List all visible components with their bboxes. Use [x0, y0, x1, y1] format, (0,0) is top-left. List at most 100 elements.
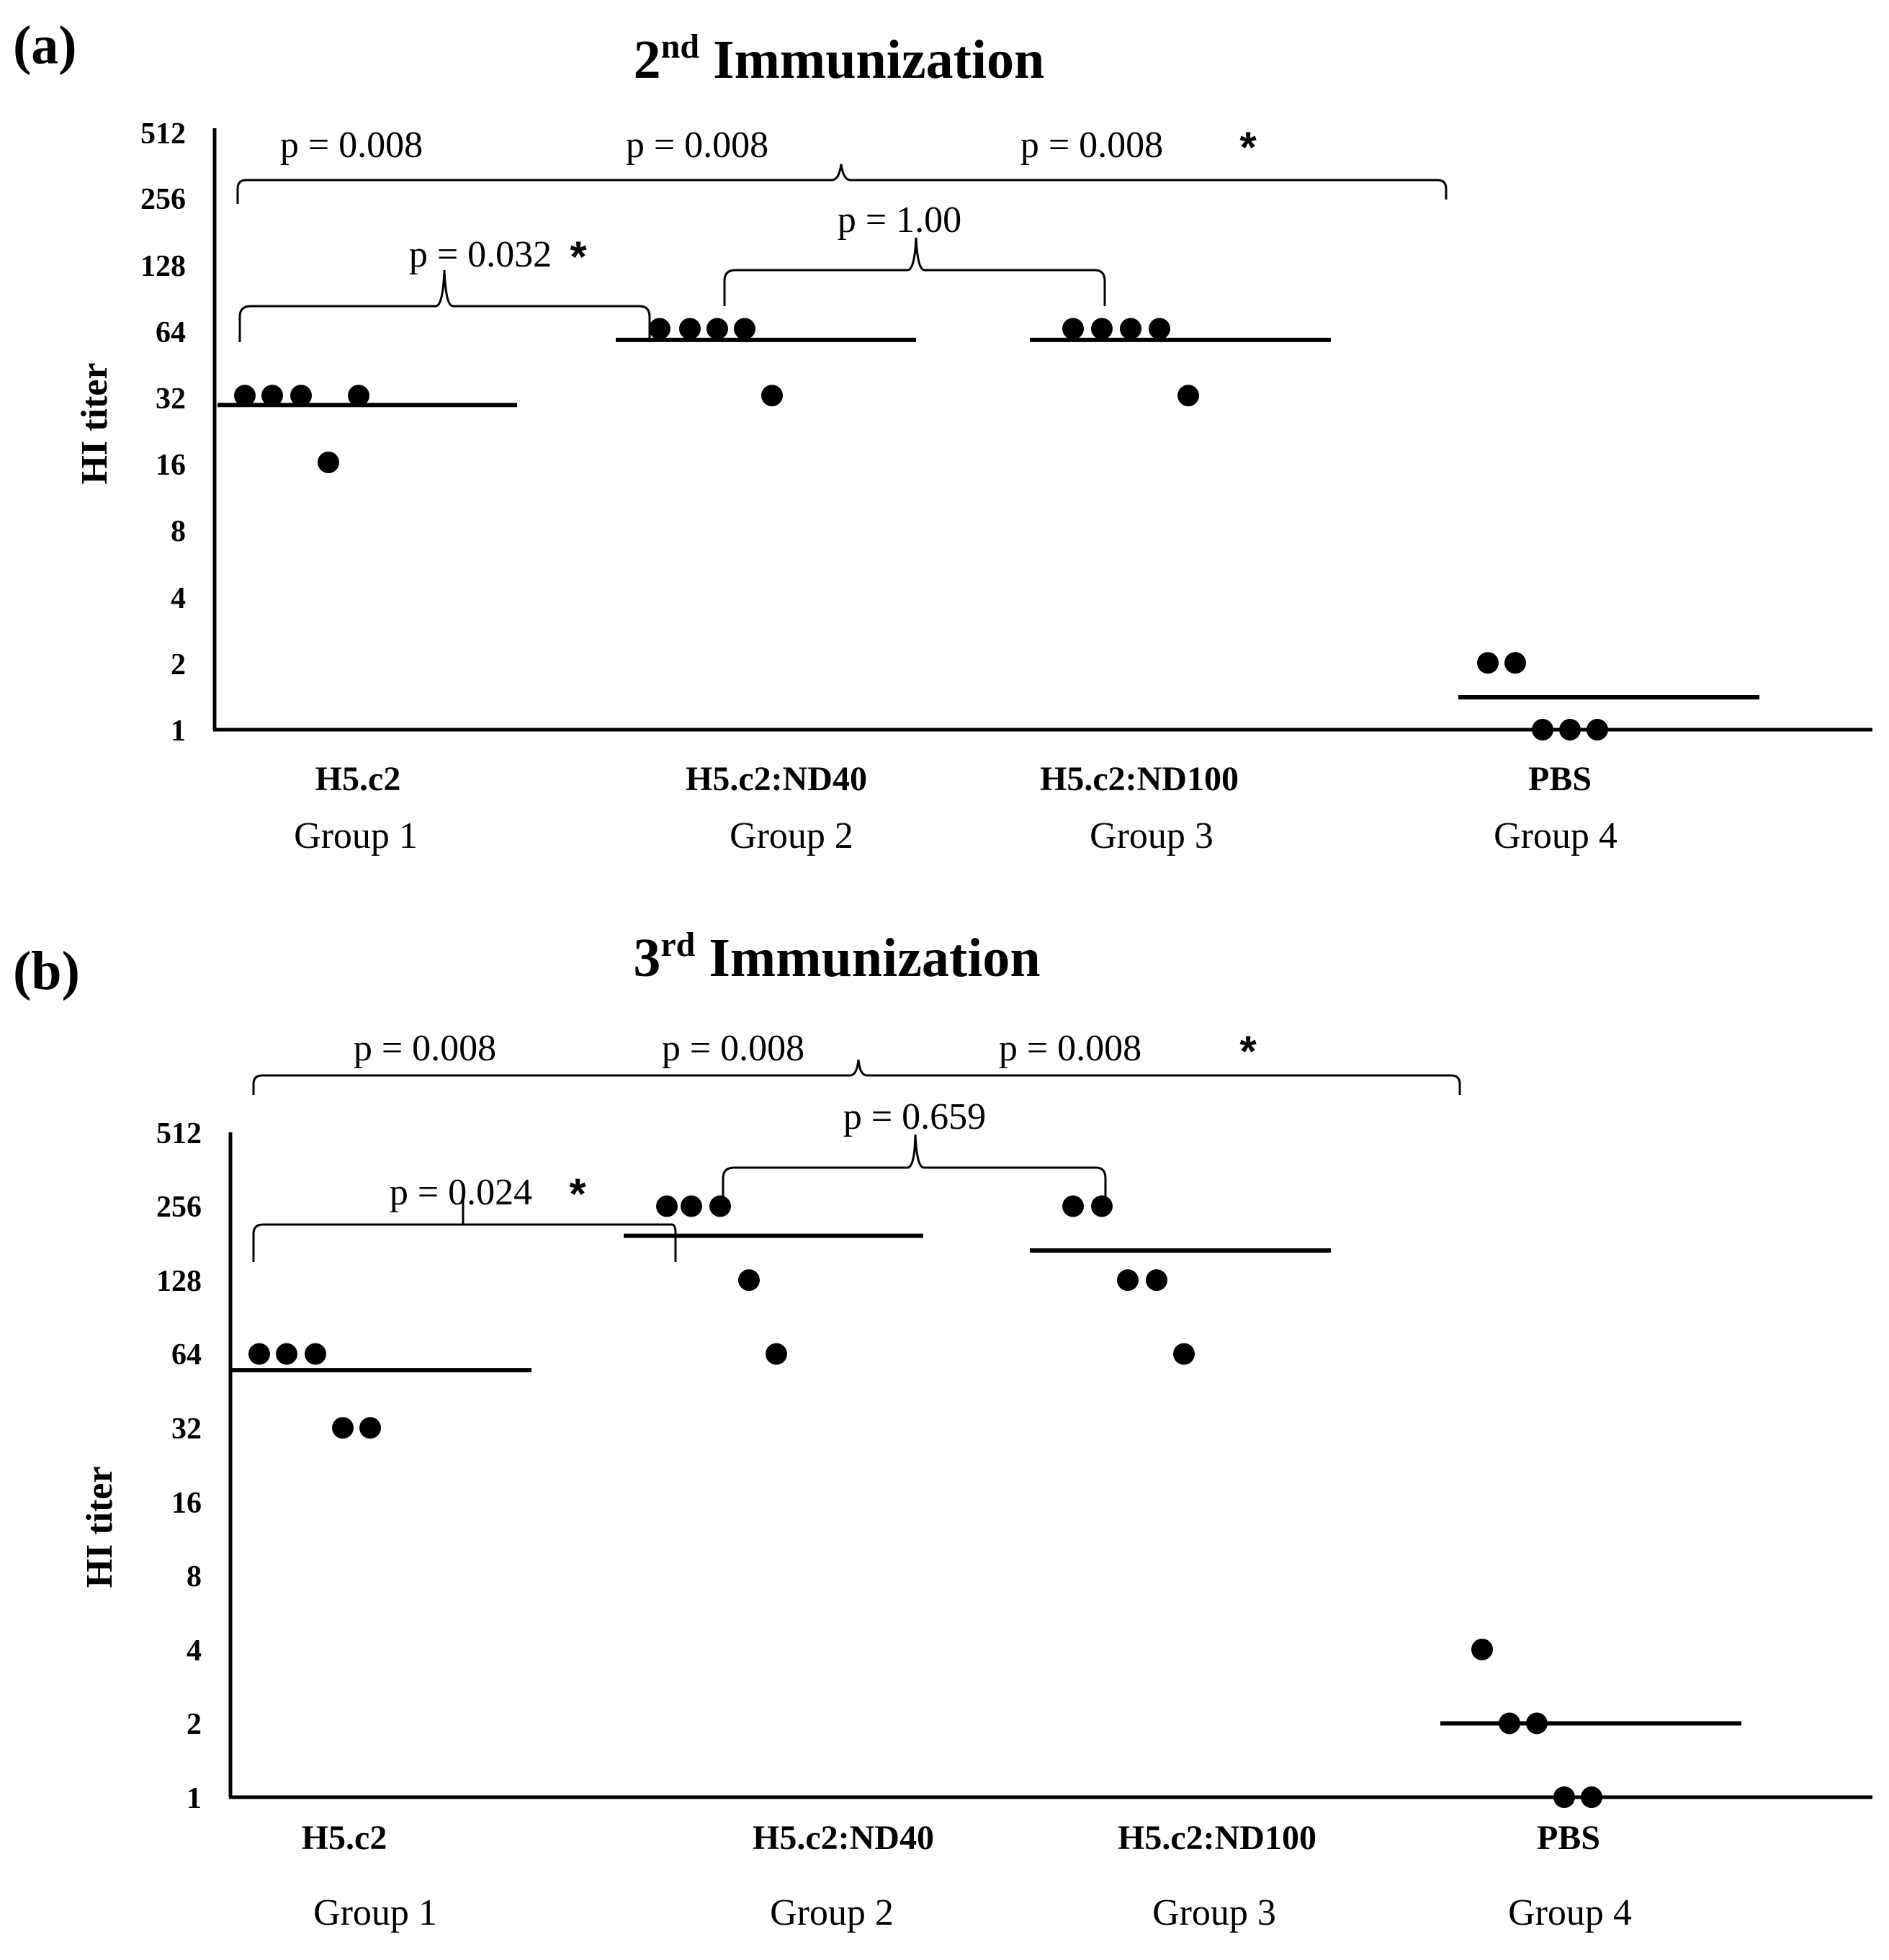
panel-a-cat-4: PBS — [1528, 760, 1592, 798]
panel-a-point-group3-4 — [1149, 318, 1170, 340]
panel-b-ytick-1: 1 — [187, 1782, 202, 1815]
panel-a-title-prefix: 2 — [634, 30, 661, 90]
panel-a-pvalue-g1-g2: p = 0.032 — [409, 234, 552, 275]
panel-a-point-group4-5 — [1587, 719, 1608, 740]
panel-a-point-group3-5 — [1177, 385, 1199, 407]
panel-b-point-group1-5 — [359, 1417, 381, 1439]
panel-b-star-g3-g4: * — [1239, 1027, 1257, 1075]
panel-a-cat-3: H5.c2:ND100 — [1040, 760, 1239, 798]
panel-a-means — [217, 337, 1759, 699]
panel-b-point-group2-4 — [738, 1269, 760, 1292]
panel-a-cat-2: H5.c2:ND40 — [686, 760, 867, 798]
panel-a-ytick-1: 1 — [171, 715, 186, 748]
panel-b: (b) 3rd Immunization 1 2 4 8 16 32 64 12… — [13, 926, 1872, 1933]
panel-a-y-ticks: 1 2 4 8 16 32 64 128 256 512 — [140, 117, 186, 748]
panel-b-category-labels: H5.c2 Group 1 H5.c2:ND40 Group 2 H5.c2:N… — [302, 1819, 1632, 1933]
panel-b-pvalue-g1-g2: p = 0.024 — [390, 1172, 532, 1213]
panel-b-bracket-group1-vs-group2 — [252, 1189, 677, 1262]
panel-a-pvalue-g2-g4: p = 0.008 — [626, 125, 768, 166]
panel-a-point-group2-2 — [679, 318, 701, 340]
panel-b-star-g1-g2: * — [569, 1170, 586, 1218]
panel-a-ytick-16: 16 — [156, 449, 186, 482]
panel-b-point-group2-5 — [766, 1343, 787, 1365]
panel-b-label: (b) — [13, 941, 80, 1001]
panel-a-point-group1-3 — [290, 385, 312, 407]
panel-b-point-group3-2 — [1091, 1195, 1113, 1217]
panel-b-bracket-group2-vs-group3 — [722, 1134, 1107, 1210]
panel-a-star-g1-g2: * — [570, 233, 587, 281]
panel-a-point-group1-4 — [348, 385, 369, 407]
panel-a-ytick-4: 4 — [171, 582, 186, 615]
panel-b-title-sup: rd — [660, 926, 695, 964]
panel-a-ytick-32: 32 — [156, 382, 186, 416]
panel-a-point-group1-2 — [261, 385, 283, 407]
panel-a-point-group4-2 — [1504, 652, 1526, 674]
panel-b-point-group1-1 — [248, 1343, 270, 1365]
panel-a-ytick-256: 256 — [140, 183, 186, 216]
panel-a-star-g3-g4: * — [1239, 123, 1257, 171]
panel-b-point-group3-5 — [1173, 1343, 1195, 1365]
panel-a-point-group1-5 — [318, 451, 339, 473]
panel-b-point-group3-1 — [1062, 1195, 1084, 1217]
panel-b-point-group1-4 — [332, 1417, 354, 1439]
panel-a-point-group3-3 — [1120, 318, 1141, 340]
panel-a-point-group2-5 — [761, 385, 783, 407]
panel-a-ytick-128: 128 — [140, 250, 186, 283]
panel-b-ytick-16: 16 — [171, 1487, 202, 1520]
panel-b-pvalue-g3-g4: p = 0.008 — [999, 1028, 1141, 1069]
panel-a-cat-1: H5.c2 — [315, 760, 401, 798]
panel-b-pvalue-g1-g4: p = 0.008 — [354, 1028, 496, 1069]
panel-a: (a) 2nd Immunization 1 2 4 8 16 32 64 12… — [13, 15, 1872, 856]
panel-b-point-group3-4 — [1146, 1269, 1167, 1292]
panel-b-ytick-128: 128 — [156, 1265, 202, 1298]
panel-b-cat-3: H5.c2:ND100 — [1118, 1819, 1316, 1857]
panel-b-point-group4-5 — [1581, 1786, 1602, 1808]
panel-b-group-4: Group 4 — [1508, 1892, 1632, 1933]
panel-a-point-group2-1 — [649, 318, 670, 340]
panel-b-group-3: Group 3 — [1152, 1892, 1276, 1933]
panel-a-group-4: Group 4 — [1494, 815, 1617, 856]
panel-a-point-group4-3 — [1532, 719, 1553, 740]
panel-a-ytick-512: 512 — [140, 117, 186, 151]
panel-a-ytick-2: 2 — [171, 648, 186, 681]
panel-a-point-group2-3 — [706, 318, 728, 340]
panel-b-point-group1-2 — [276, 1343, 297, 1365]
panel-b-cat-2: H5.c2:ND40 — [753, 1819, 934, 1857]
panel-b-cat-4: PBS — [1537, 1819, 1600, 1857]
panel-b-point-group3-3 — [1117, 1269, 1139, 1292]
panel-a-pvalue-g1-g4: p = 0.008 — [280, 125, 423, 166]
panel-b-pvalue-g2-g4: p = 0.008 — [662, 1028, 804, 1069]
panel-a-bracket-group1-vs-group4 — [236, 164, 1448, 204]
panel-b-title-rest: Immunization — [695, 928, 1040, 988]
panel-b-group-1: Group 1 — [313, 1892, 437, 1933]
panel-a-group-1: Group 1 — [294, 815, 418, 856]
panel-b-ytick-32: 32 — [171, 1413, 202, 1446]
panel-a-label: (a) — [13, 15, 77, 76]
panel-b-point-group2-1 — [656, 1195, 678, 1217]
panel-a-title-rest: Immunization — [699, 30, 1044, 90]
panel-b-ytick-512: 512 — [156, 1117, 202, 1150]
panel-b-ytick-256: 256 — [156, 1191, 202, 1224]
panel-b-bracket-group1-vs-group4 — [252, 1059, 1461, 1095]
panel-b-point-group4-1 — [1471, 1638, 1493, 1660]
panel-a-title-sup: nd — [661, 27, 700, 66]
panel-b-ytick-8: 8 — [187, 1560, 202, 1593]
panel-b-point-group2-3 — [709, 1195, 731, 1217]
panel-a-comparisons: p = 0.008 p = 0.008 p = 0.008 * p = 0.03… — [236, 123, 1448, 342]
panel-b-pvalue-g2-g3: p = 0.659 — [843, 1096, 986, 1137]
panel-b-points — [248, 1195, 1602, 1808]
panel-a-category-labels: H5.c2 Group 1 H5.c2:ND40 Group 2 H5.c2:N… — [294, 760, 1617, 856]
panel-a-point-group4-1 — [1477, 652, 1499, 674]
panel-b-cat-1: H5.c2 — [302, 1819, 387, 1857]
panel-a-point-group3-2 — [1091, 318, 1113, 340]
panel-a-title: 2nd Immunization — [634, 27, 1045, 90]
panel-a-group-2: Group 2 — [730, 815, 853, 856]
panel-b-title-prefix: 3 — [633, 928, 660, 988]
panel-b-ytick-64: 64 — [171, 1338, 202, 1371]
panel-a-ytick-8: 8 — [171, 515, 186, 548]
panel-a-point-group2-4 — [734, 318, 755, 340]
panel-b-group-2: Group 2 — [770, 1892, 894, 1933]
panel-b-y-ticks: 1 2 4 8 16 32 64 128 256 512 — [156, 1117, 202, 1815]
panel-a-group-3: Group 3 — [1090, 815, 1213, 856]
panel-a-point-group1-1 — [234, 385, 256, 407]
